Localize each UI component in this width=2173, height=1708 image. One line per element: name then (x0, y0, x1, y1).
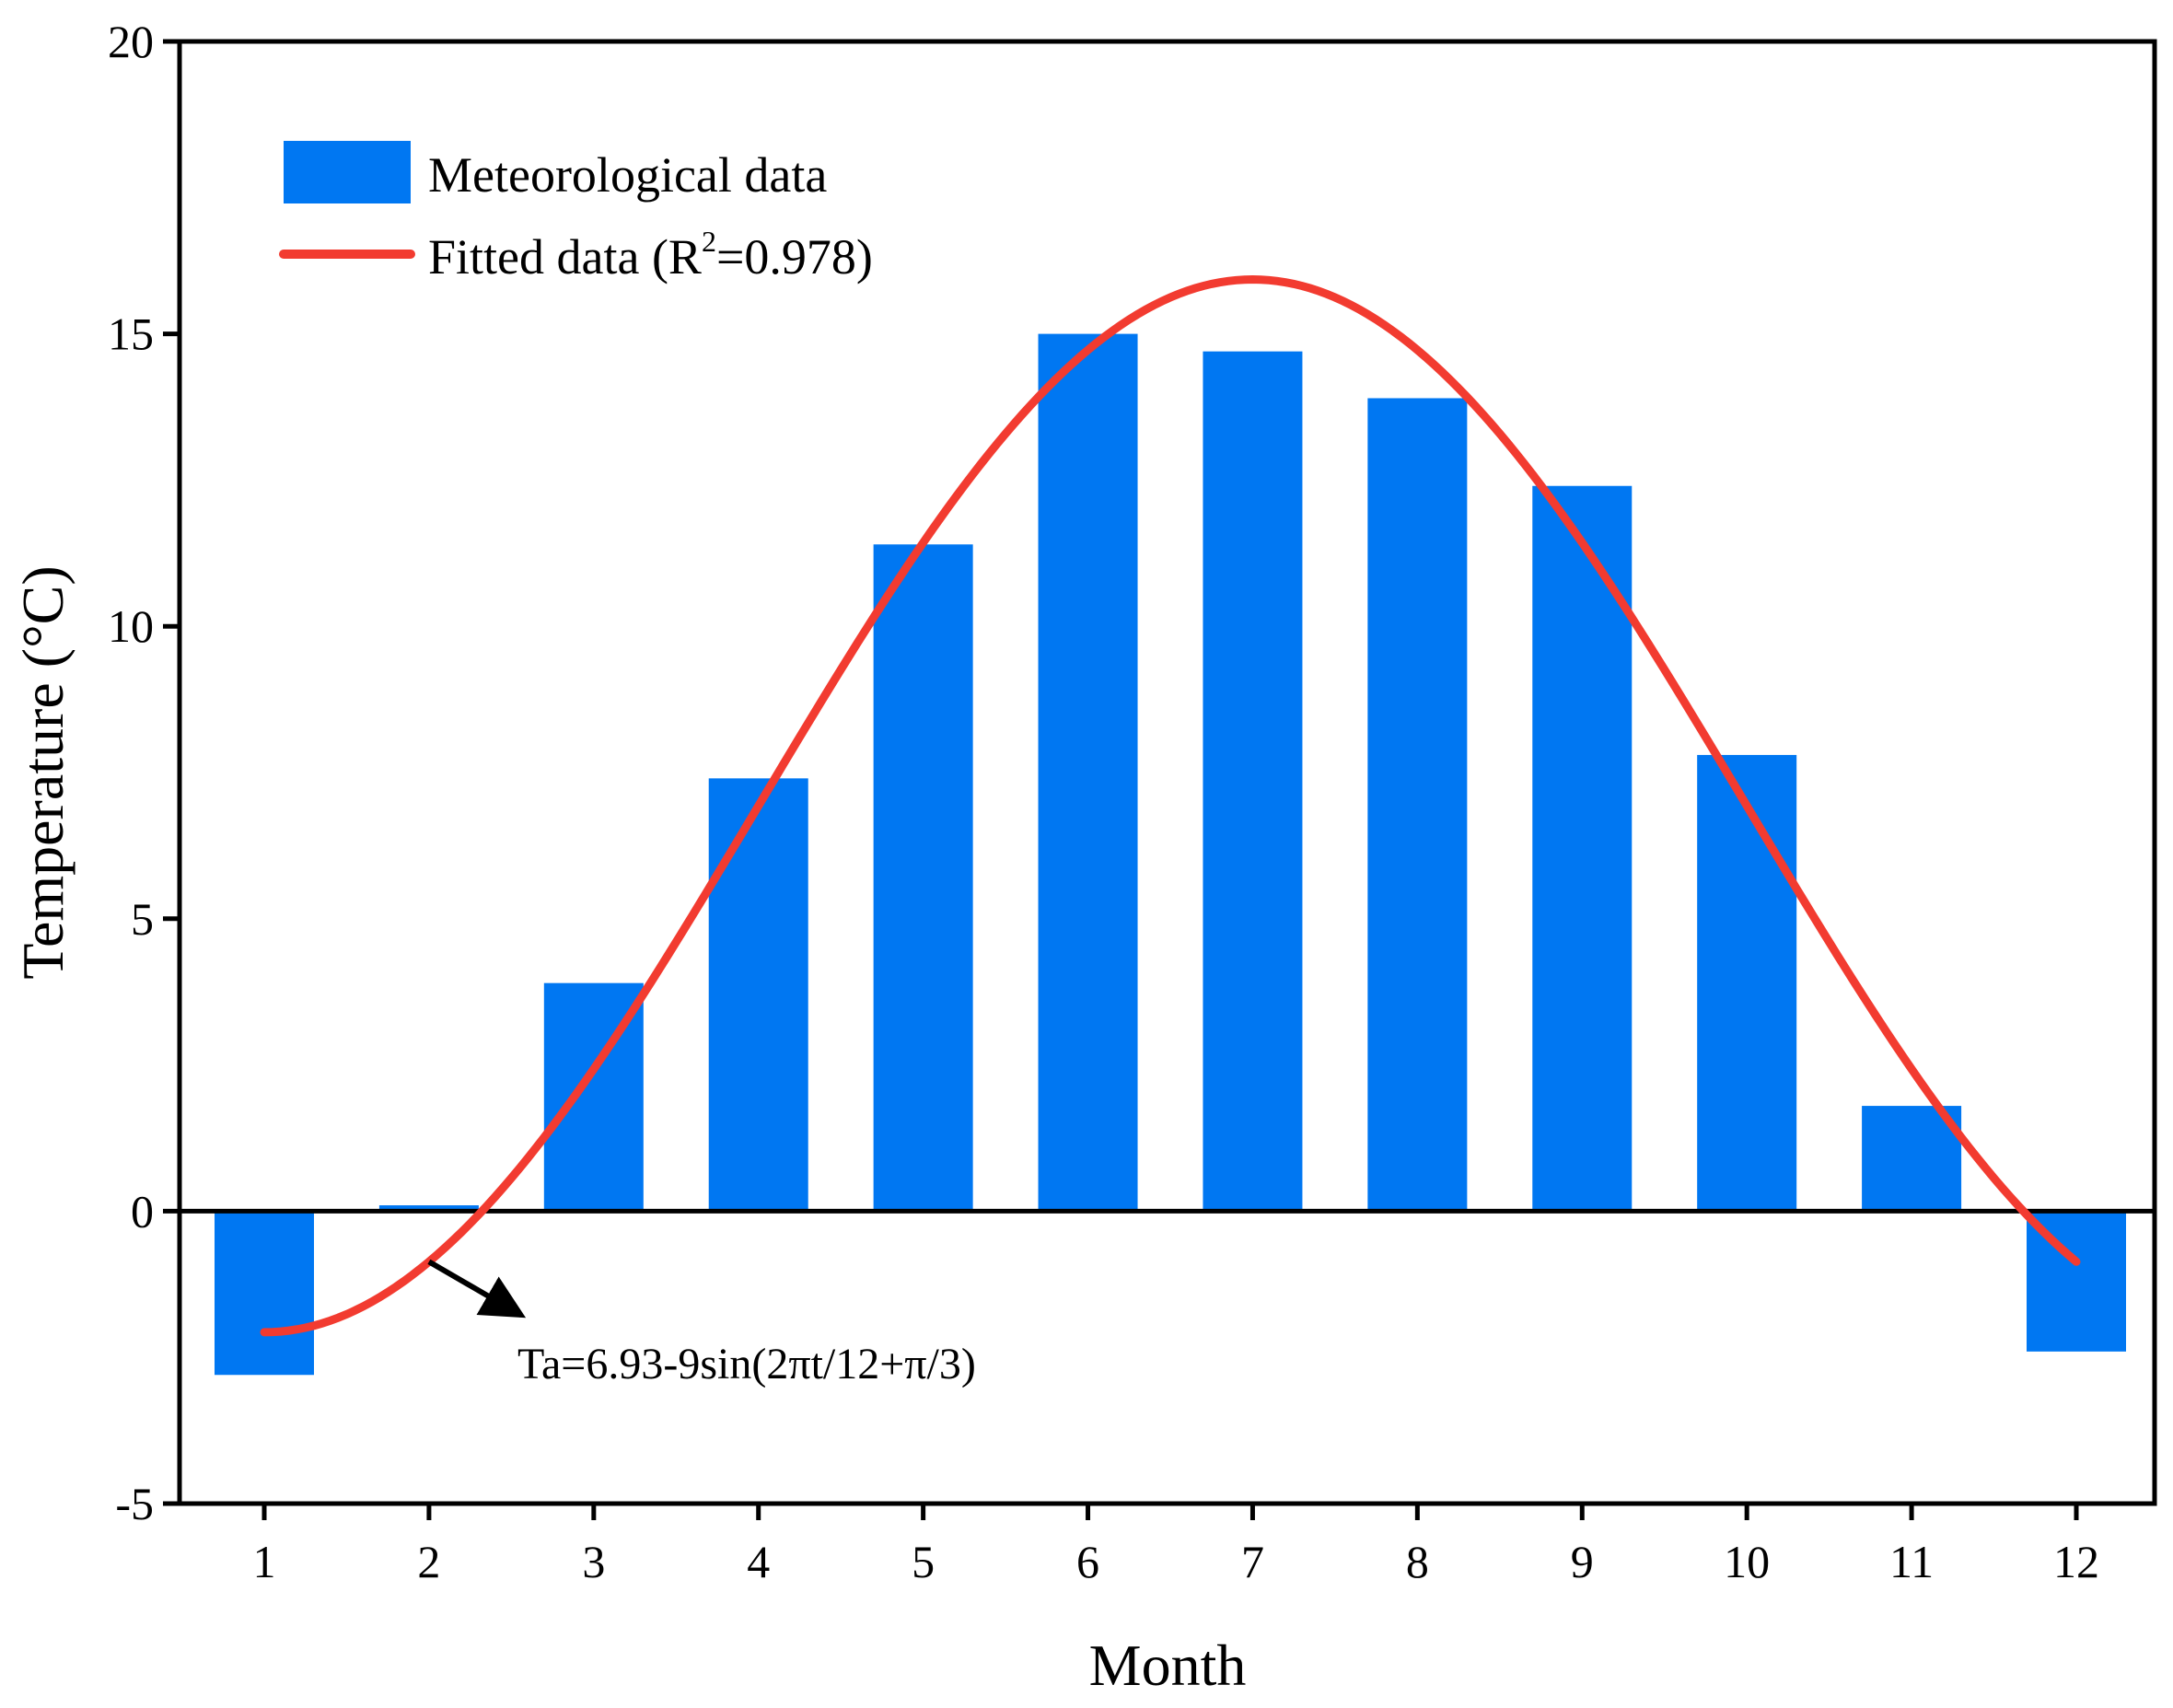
bar-month-10 (1697, 754, 1797, 1212)
x-tick-label: 3 (582, 1536, 605, 1587)
y-tick-label: 15 (108, 308, 154, 360)
legend-line-label: Fitted data (R2=0.978) (428, 225, 873, 285)
x-tick-label: 7 (1241, 1536, 1264, 1587)
y-tick-label: 5 (131, 893, 154, 945)
annotation-text: Ta=6.93-9sin(2πt/12+π/3) (517, 1340, 976, 1388)
bar-month-8 (1367, 398, 1468, 1212)
bar-month-11 (1862, 1106, 1962, 1212)
x-tick-label: 11 (1889, 1536, 1934, 1587)
x-tick-label: 2 (417, 1536, 440, 1587)
x-tick-label: 6 (1076, 1536, 1099, 1587)
x-axis-title: Month (1089, 1632, 1247, 1698)
legend-bar-label: Meteorological data (428, 147, 827, 203)
x-axis: 1 2 3 4 5 6 7 8 9 10 11 12 (253, 1504, 2099, 1587)
legend-line-label-sup: 2 (702, 225, 716, 258)
bar-month-7 (1203, 351, 1303, 1212)
bar-month-6 (1038, 333, 1138, 1212)
y-tick-label: 10 (108, 600, 154, 652)
x-tick-label: 5 (912, 1536, 935, 1587)
x-tick-label: 12 (2053, 1536, 2099, 1587)
bar-series (215, 333, 2126, 1376)
bar-month-2 (378, 1205, 479, 1212)
x-tick-label: 1 (253, 1536, 276, 1587)
y-tick-label: 0 (131, 1185, 154, 1237)
plot-frame (177, 39, 2157, 1506)
y-tick-label: -5 (115, 1478, 154, 1529)
y-axis-title: Temperature (°C) (10, 565, 76, 979)
x-tick-label: 9 (1571, 1536, 1594, 1587)
y-axis: -5 0 5 10 15 20 (108, 16, 180, 1529)
y-tick-label: 20 (108, 16, 154, 67)
fitted-curve (260, 275, 2081, 1337)
bar-month-9 (1532, 485, 1633, 1212)
legend: Meteorological data Fitted data (R2=0.97… (279, 141, 873, 285)
x-tick-label: 8 (1406, 1536, 1429, 1587)
legend-line-label-suffix: =0.978) (716, 229, 873, 285)
bar-month-1 (215, 1211, 314, 1376)
bar-month-5 (873, 544, 973, 1212)
x-tick-label: 10 (1724, 1536, 1770, 1587)
bar-month-4 (708, 778, 808, 1212)
x-tick-label: 4 (747, 1536, 770, 1587)
legend-bar-swatch (284, 141, 411, 203)
legend-line-label-prefix: Fitted data (R (428, 229, 702, 285)
annotation-arrow (427, 1259, 527, 1319)
